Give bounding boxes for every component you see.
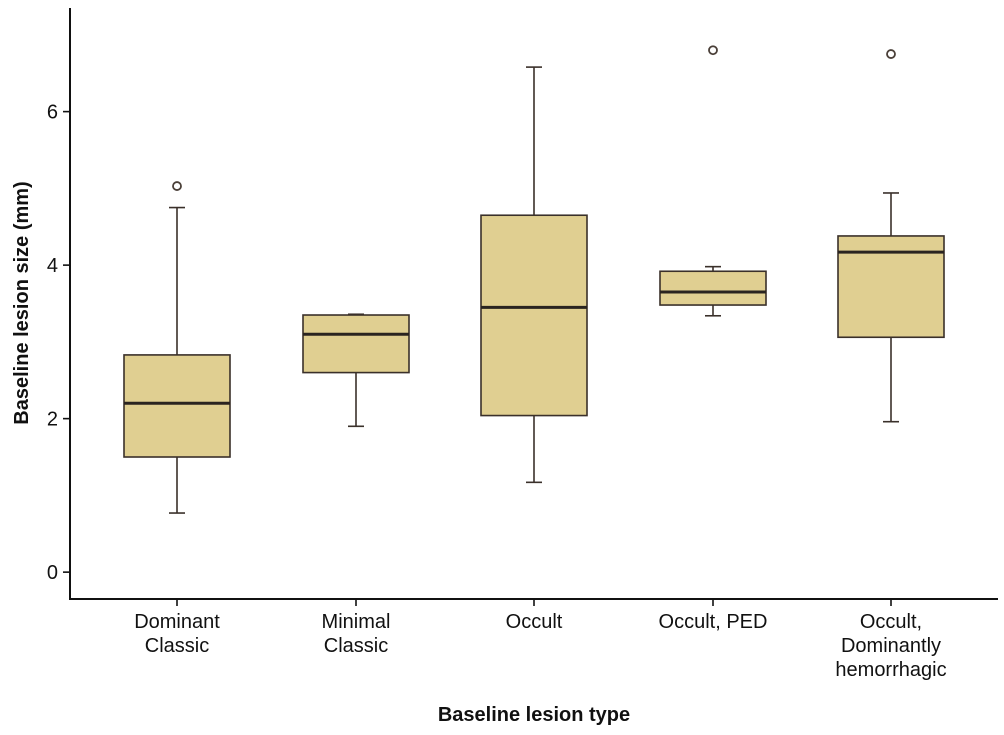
x-tick-label: Occult, PED	[659, 611, 768, 633]
x-tick-label-line: hemorrhagic	[835, 659, 946, 681]
iqr-box	[302, 314, 410, 374]
x-tick-label-line: Dominantly	[841, 635, 941, 657]
y-ticks: 0 2 4 6	[47, 102, 70, 584]
iqr-box	[659, 270, 767, 306]
box-group	[302, 313, 410, 428]
outlier-point	[886, 49, 896, 59]
x-tick-label-line: Occult, PED	[659, 611, 768, 633]
x-tick-label-line: Minimal	[322, 611, 391, 633]
x-tick-label-line: Occult,	[860, 611, 922, 633]
box-group	[480, 66, 588, 484]
y-tick-label: 6	[47, 102, 58, 124]
outlier-point	[708, 45, 718, 56]
y-tick-label: 4	[47, 255, 58, 277]
x-tick-label-line: Occult	[506, 611, 563, 633]
x-axis-title: Baseline lesion type	[438, 704, 630, 726]
iqr-box	[480, 214, 588, 417]
box-group	[659, 45, 767, 317]
y-tick-label: 0	[47, 562, 58, 584]
x-tick-label-line: Dominant	[134, 611, 220, 633]
y-tick-label: 2	[47, 409, 58, 431]
x-tick-label-line: Classic	[145, 635, 209, 657]
box-group	[123, 181, 231, 514]
x-tick-label: Occult	[506, 611, 563, 633]
x-tick-label-line: Classic	[324, 635, 388, 657]
box-group	[837, 49, 945, 423]
outlier-point	[172, 181, 182, 191]
x-tick-label: Dominant Classic	[134, 611, 220, 657]
y-axis-title: Baseline lesion size (mm)	[11, 181, 33, 424]
x-tick-label: Minimal Classic	[322, 611, 391, 657]
x-tick-label: Occult, Dominantly hemorrhagic	[835, 611, 946, 681]
iqr-box	[123, 354, 231, 458]
plot-area	[123, 45, 945, 514]
